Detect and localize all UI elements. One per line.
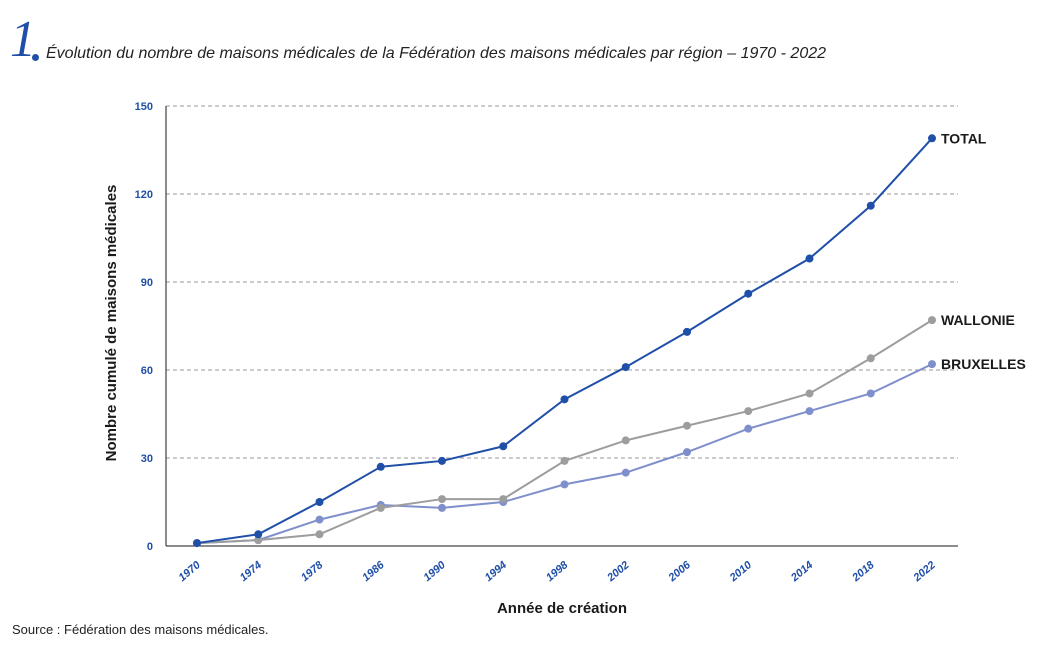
- y-tick-label: 0: [147, 541, 153, 553]
- data-point-total: [683, 327, 691, 336]
- x-tick-label: 1990: [421, 559, 448, 584]
- data-point-total: [315, 498, 324, 506]
- y-tick-label: 120: [135, 189, 153, 201]
- x-axis-ticks: 1970 1974 1978 1986 1990 1994 1998 2002 2006 2010…: [176, 559, 937, 585]
- data-point-wallonie: [621, 436, 630, 445]
- data-point-total: [438, 456, 446, 465]
- data-point-bruxelles: [744, 424, 753, 433]
- data-point-total: [499, 442, 508, 451]
- data-point-wallonie: [866, 354, 875, 363]
- x-tick-label: 1970: [176, 559, 203, 584]
- series-line-bruxelles: [196, 363, 933, 545]
- y-tick-label: 90: [141, 277, 153, 289]
- series-label-wallonie: WALLONIE: [941, 312, 1015, 328]
- data-point-bruxelles: [866, 389, 875, 398]
- figure-number: 1: [10, 11, 36, 68]
- data-point-wallonie: [683, 421, 691, 430]
- x-tick-label: 1986: [360, 559, 387, 584]
- data-point-bruxelles: [438, 503, 446, 512]
- data-point-wallonie: [315, 530, 324, 539]
- figure-number-dot: [32, 54, 39, 61]
- data-point-total: [193, 539, 201, 548]
- source-note: Source : Fédération des maisons médicale…: [12, 622, 269, 637]
- data-point-total: [744, 289, 753, 298]
- x-tick-label: 2014: [788, 559, 815, 585]
- data-point-total: [928, 134, 936, 143]
- data-point-bruxelles: [805, 407, 814, 416]
- data-point-wallonie: [254, 536, 263, 545]
- data-point-wallonie: [928, 316, 936, 325]
- x-tick-label: 2022: [911, 559, 938, 585]
- series-group: [193, 134, 936, 548]
- data-point-bruxelles: [928, 360, 936, 369]
- y-tick-label: 30: [141, 453, 153, 465]
- data-point-total: [805, 254, 814, 263]
- data-point-bruxelles: [315, 515, 324, 524]
- series-labels: BRUXELLES WALLONIE TOTAL: [941, 130, 1026, 372]
- data-point-total: [560, 395, 569, 404]
- series-label-total: TOTAL: [941, 130, 987, 146]
- data-point-wallonie: [560, 456, 569, 465]
- x-tick-label: 2006: [666, 559, 694, 585]
- y-axis-ticks: 0 30 60 90 120 150: [135, 101, 153, 553]
- y-axis-title: Nombre cumulé de maisons médicales: [103, 185, 120, 462]
- gridlines: [166, 105, 958, 459]
- data-point-bruxelles: [560, 480, 569, 489]
- data-point-wallonie: [499, 495, 508, 504]
- x-tick-label: 1994: [483, 559, 509, 584]
- data-point-total: [254, 530, 263, 539]
- x-tick-label: 2010: [727, 559, 755, 585]
- y-tick-label: 60: [141, 365, 153, 377]
- data-point-total: [621, 363, 630, 372]
- x-tick-label: 1978: [299, 559, 326, 584]
- x-tick-label: 1974: [238, 559, 264, 584]
- series-line-wallonie: [196, 319, 933, 545]
- data-point-wallonie: [805, 389, 814, 398]
- data-point-wallonie: [376, 503, 385, 512]
- data-point-total: [376, 462, 385, 471]
- x-tick-label: 2018: [849, 559, 877, 585]
- data-point-total: [866, 201, 875, 210]
- series-label-bruxelles: BRUXELLES: [941, 356, 1026, 372]
- data-point-wallonie: [438, 495, 446, 504]
- x-axis-title: Année de création: [497, 600, 627, 617]
- data-point-wallonie: [744, 407, 753, 416]
- x-tick-label: 2002: [604, 559, 631, 585]
- y-tick-label: 150: [135, 101, 153, 113]
- data-point-bruxelles: [621, 468, 630, 477]
- chart-title: Évolution du nombre de maisons médicales…: [46, 45, 827, 62]
- x-tick-label: 1998: [544, 559, 571, 584]
- data-point-bruxelles: [683, 448, 691, 457]
